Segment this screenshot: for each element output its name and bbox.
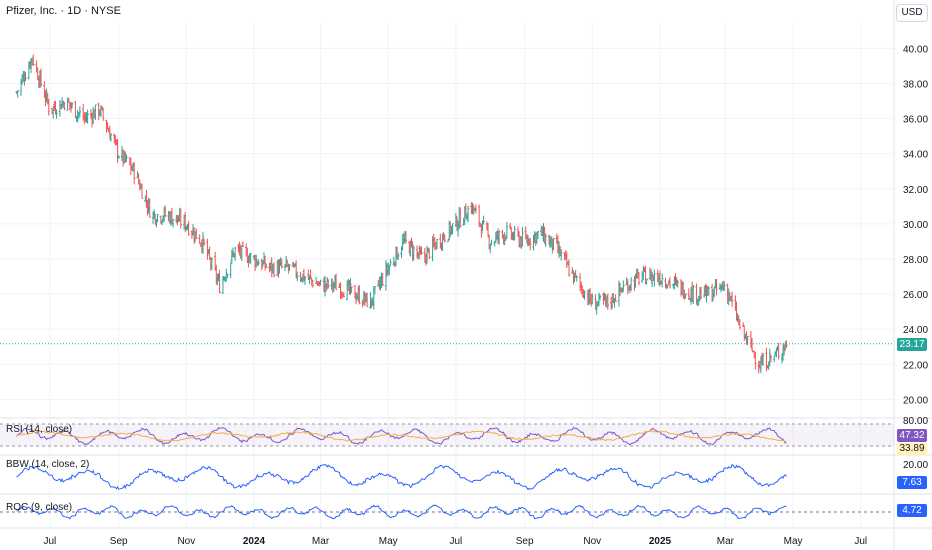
time-tick-label: 2025 [649, 536, 672, 547]
rsi-label: RSI (14, close) [6, 424, 73, 435]
price-tick-label: 28.00 [903, 255, 928, 266]
time-tick-label: Jul [449, 536, 462, 547]
rsi-ma-line [16, 430, 787, 442]
rsi-ma-badge: 33.89 [897, 443, 927, 455]
price-tick-label: 36.00 [903, 115, 928, 126]
time-tick-label: May [379, 536, 398, 547]
time-tick-label: Nov [583, 536, 601, 547]
time-tick-label: 2024 [243, 536, 266, 547]
time-tick-label: Jul [854, 536, 867, 547]
time-tick-label: Nov [177, 536, 195, 547]
price-tick-label: 26.00 [903, 290, 928, 301]
time-tick-label: May [784, 536, 803, 547]
bbw-value-badge: 7.63 [897, 476, 927, 489]
price-tick-label: 32.00 [903, 185, 928, 196]
bbw-tick-label: 20.00 [903, 460, 928, 471]
time-tick-label: Sep [516, 536, 534, 547]
time-tick-label: Mar [717, 536, 735, 547]
price-tick-label: 30.00 [903, 220, 928, 231]
roc-line [16, 504, 787, 520]
time-tick-label: Mar [312, 536, 330, 547]
currency-button[interactable]: USD [896, 4, 928, 22]
price-tick-label: 20.00 [903, 395, 928, 406]
rsi-band [0, 424, 894, 446]
price-tick-label: 40.00 [903, 44, 928, 55]
price-tick-label: 38.00 [903, 79, 928, 90]
last-price-badge: 23.17 [897, 338, 927, 351]
rsi-tick-label: 80.00 [903, 416, 928, 427]
time-tick-label: Sep [110, 536, 128, 547]
bbw-label: BBW (14, close, 2) [6, 459, 90, 470]
chart-title: Pfizer, Inc. · 1D · NYSE [6, 5, 121, 17]
price-tick-label: 22.00 [903, 360, 928, 371]
roc-label: ROC (9, close) [6, 502, 73, 513]
time-tick-label: Jul [44, 536, 57, 547]
price-tick-label: 24.00 [903, 325, 928, 336]
bbw-line [16, 463, 787, 491]
rsi-value-badge: 47.32 [897, 429, 927, 442]
price-tick-label: 34.00 [903, 150, 928, 161]
roc-value-badge: 4.72 [897, 504, 927, 517]
